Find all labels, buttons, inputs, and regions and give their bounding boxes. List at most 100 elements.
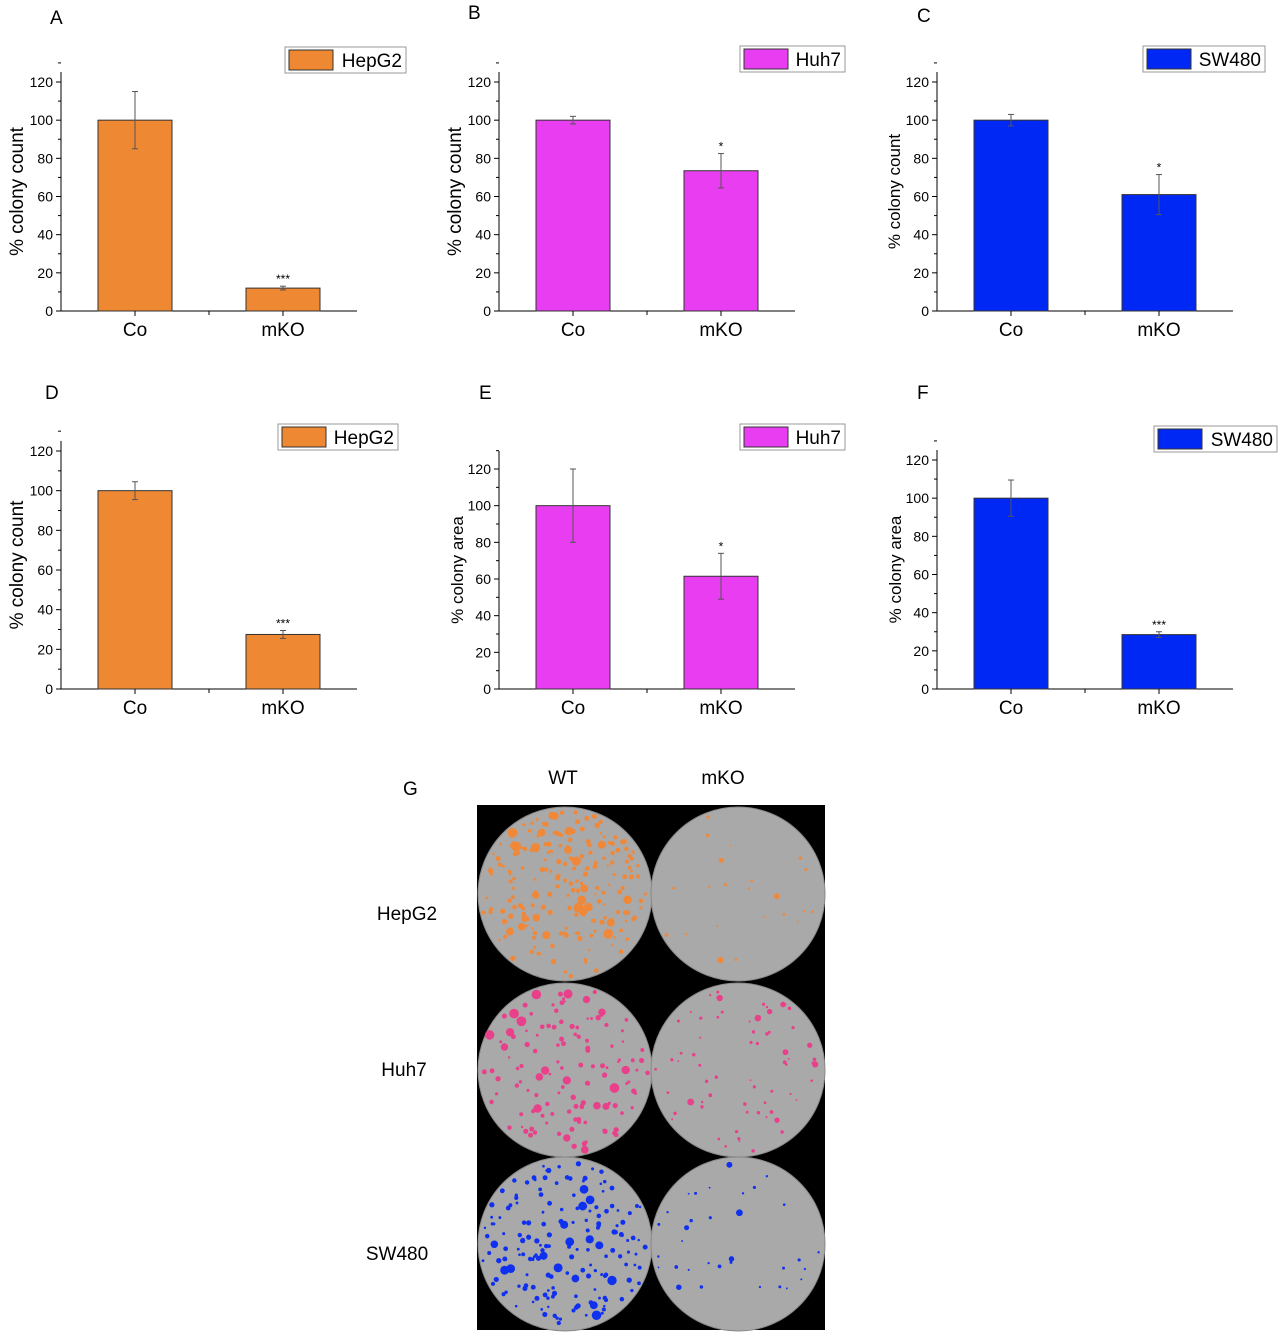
panel-g: G WT mKO HepG2 Huh7 SW480 <box>366 768 826 1332</box>
colony <box>533 1178 537 1182</box>
colony <box>490 1215 494 1219</box>
colony <box>583 958 588 962</box>
colony <box>538 1192 544 1197</box>
colony <box>765 1116 768 1119</box>
colony <box>532 935 536 940</box>
colony <box>547 1305 550 1309</box>
x-tick-label: Co <box>999 320 1023 341</box>
colony <box>565 845 571 850</box>
colony <box>789 1092 792 1096</box>
colony <box>591 918 597 924</box>
y-tick-label: 80 <box>37 522 53 538</box>
colony <box>679 1051 683 1055</box>
colony <box>729 844 732 847</box>
colony <box>811 910 815 913</box>
colony <box>618 1232 624 1238</box>
colony <box>571 1143 577 1149</box>
plate <box>477 806 653 982</box>
colony <box>558 1317 563 1321</box>
colony <box>534 1093 539 1098</box>
colony <box>561 1041 566 1047</box>
colony <box>553 1263 563 1273</box>
colony <box>490 1240 499 1249</box>
colony <box>532 913 541 922</box>
colony <box>749 1040 753 1044</box>
colony <box>674 1265 679 1269</box>
colony <box>585 839 591 844</box>
colony <box>807 1042 813 1048</box>
colony <box>506 927 514 936</box>
colony <box>533 945 537 949</box>
significance-label: * <box>1157 161 1162 175</box>
colony <box>604 1254 608 1259</box>
colony <box>550 1111 555 1116</box>
colony <box>602 1179 607 1184</box>
colony <box>519 924 525 930</box>
y-tick-label: 0 <box>921 303 929 319</box>
colony <box>495 856 501 862</box>
colony <box>522 846 528 852</box>
legend-swatch <box>288 49 334 71</box>
colony <box>588 1209 592 1213</box>
colony <box>563 878 568 883</box>
y-tick-label: 100 <box>30 483 54 499</box>
colony <box>534 1253 538 1257</box>
colony <box>540 904 546 910</box>
y-tick-label: 100 <box>468 112 492 128</box>
y-tick-label: 100 <box>468 498 492 514</box>
colony <box>567 837 573 843</box>
colony <box>579 854 583 858</box>
row-label: Huh7 <box>381 1060 426 1081</box>
colony <box>610 1044 614 1048</box>
y-tick-label: 20 <box>475 265 491 281</box>
colony <box>780 1001 786 1008</box>
row-label: HepG2 <box>377 904 437 925</box>
colony <box>607 840 611 845</box>
colony <box>601 890 605 895</box>
colony <box>534 1238 540 1244</box>
y-tick-label: 40 <box>37 227 53 243</box>
colony <box>484 1233 490 1239</box>
colony <box>521 914 529 922</box>
y-tick-label: 20 <box>475 644 491 660</box>
colony <box>562 997 566 1001</box>
colony <box>716 1015 720 1019</box>
colony <box>564 826 574 836</box>
plate <box>477 1156 653 1332</box>
legend: SW480 <box>1142 45 1266 73</box>
colony <box>798 856 803 860</box>
colony <box>579 881 584 886</box>
colony <box>637 1281 641 1286</box>
colony <box>698 1063 702 1067</box>
colony <box>549 869 553 873</box>
colony <box>542 931 551 940</box>
colony <box>583 902 593 912</box>
x-tick-label: Co <box>123 320 147 341</box>
colony <box>542 1311 548 1318</box>
colony <box>627 853 633 859</box>
significance-label: * <box>719 140 724 154</box>
colony <box>563 1134 571 1142</box>
colony <box>507 828 518 838</box>
legend-label: SW480 <box>1211 430 1273 451</box>
colony <box>551 1024 557 1030</box>
bar-Co <box>97 119 173 312</box>
colony <box>489 1202 495 1208</box>
colony <box>509 872 512 876</box>
colony <box>603 934 607 938</box>
colony <box>547 891 553 897</box>
y-tick-label: 80 <box>37 150 53 166</box>
colony <box>508 913 514 919</box>
colony <box>518 903 524 909</box>
colony <box>707 885 711 888</box>
colony <box>587 948 591 952</box>
colony <box>521 911 526 916</box>
colony <box>500 908 506 914</box>
y-tick-label: 40 <box>37 602 53 618</box>
colony <box>610 850 615 855</box>
colony <box>603 915 607 920</box>
colony <box>519 1063 524 1069</box>
colony <box>671 1118 674 1121</box>
colony <box>689 1218 693 1223</box>
colony <box>699 1285 704 1289</box>
